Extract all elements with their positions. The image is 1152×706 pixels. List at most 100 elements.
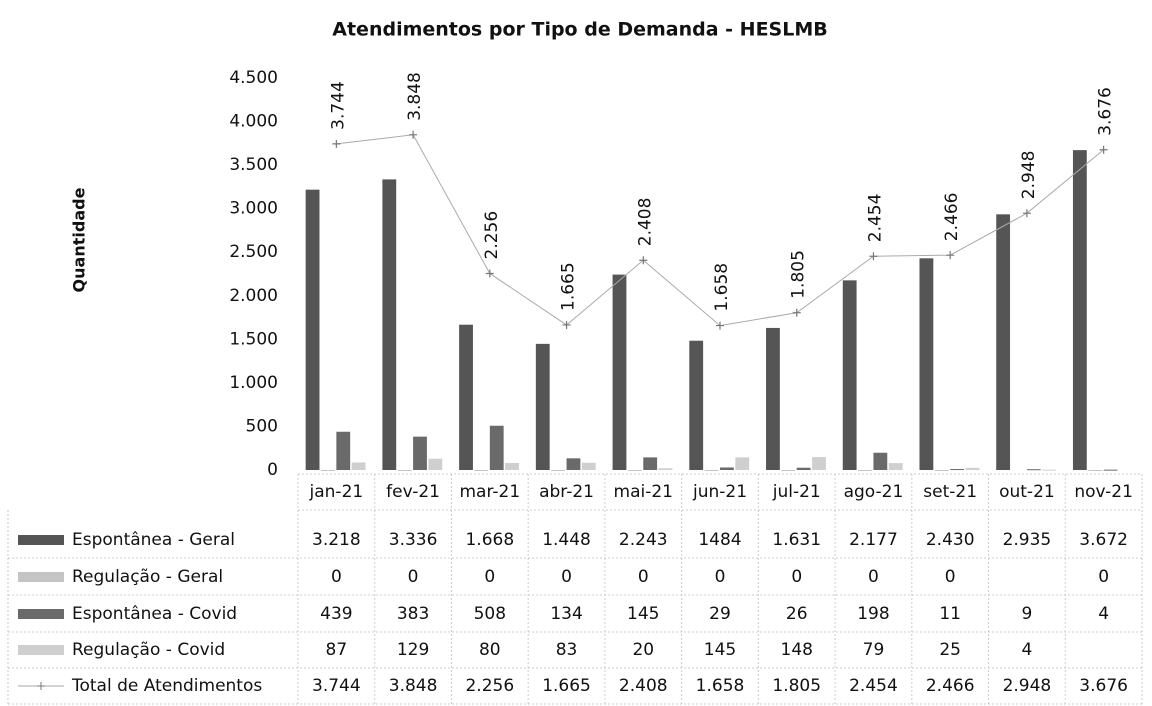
legend-swatch — [18, 645, 64, 655]
y-axis-label: Quantidade — [70, 187, 89, 292]
bar — [535, 343, 550, 470]
bar — [336, 431, 351, 470]
point-marker — [1099, 145, 1108, 154]
data-label: 1.658 — [712, 263, 732, 312]
bar — [459, 324, 473, 470]
x-tick-label: mar-21 — [459, 482, 520, 502]
bar — [489, 425, 504, 470]
legend-marker — [37, 682, 45, 690]
y-tick-label: 2.500 — [229, 242, 278, 262]
table-cell: 83 — [556, 640, 578, 660]
bar — [1042, 469, 1057, 471]
bar — [858, 470, 872, 471]
table-cell: 508 — [474, 604, 506, 624]
table-cell: 2.408 — [619, 676, 668, 696]
bar — [428, 458, 443, 470]
table-cell: 0 — [638, 567, 649, 587]
table-cell: 4 — [1021, 640, 1032, 660]
point-marker — [1022, 209, 1031, 218]
legend-label: Regulação - Covid — [72, 640, 225, 660]
x-tick-label: fev-21 — [386, 482, 440, 502]
table-cell: 4 — [1098, 604, 1109, 624]
point-marker — [716, 321, 724, 330]
table-cell: 145 — [704, 640, 736, 660]
point-marker — [639, 256, 648, 265]
table-cell: 148 — [781, 640, 813, 660]
table-cell: 2.177 — [849, 530, 898, 550]
y-tick-label: 1.000 — [229, 373, 278, 393]
x-tick-label: mai-21 — [614, 482, 673, 502]
bar — [720, 467, 734, 470]
bar — [413, 436, 427, 470]
bar — [842, 280, 857, 470]
chart-title: Atendimentos por Tipo de Demanda - HESLM… — [332, 19, 827, 41]
bar — [351, 462, 366, 470]
table-cell: 0 — [945, 567, 956, 587]
legend-label: Total de Atendimentos — [71, 676, 262, 696]
point-marker — [409, 130, 418, 139]
bar — [781, 470, 796, 471]
table-cell: 383 — [397, 604, 429, 624]
point-marker — [332, 139, 341, 148]
table-cell: 0 — [561, 567, 572, 587]
bar — [996, 214, 1011, 470]
table-cell: 3.218 — [312, 530, 361, 550]
table-cell: 2.454 — [849, 676, 898, 696]
table-cell: 3.848 — [389, 676, 438, 696]
table-cell: 2.935 — [1003, 530, 1052, 550]
legend-label: Espontânea - Geral — [72, 530, 235, 550]
table-cell: 26 — [786, 604, 808, 624]
table-cell: 134 — [550, 604, 582, 624]
bar — [888, 463, 903, 470]
bar — [689, 340, 704, 470]
bar — [934, 470, 949, 471]
x-tick-label: jul-21 — [772, 482, 821, 502]
point-marker — [792, 308, 801, 317]
bar — [566, 458, 581, 470]
x-tick-label: nov-21 — [1074, 482, 1133, 502]
table-cell: 1.668 — [465, 530, 514, 550]
y-tick-label: 1.500 — [229, 329, 278, 349]
legend-label: Espontânea - Covid — [72, 604, 237, 624]
data-label: 2.948 — [1019, 151, 1039, 200]
table-cell: 29 — [709, 604, 731, 624]
x-tick-label: out-21 — [999, 482, 1055, 502]
table-cell: 1.448 — [542, 530, 591, 550]
bar — [766, 327, 780, 470]
bar — [873, 452, 888, 470]
table-cell: 2.948 — [1003, 676, 1052, 696]
table-cell: 3.676 — [1079, 676, 1128, 696]
bar — [658, 468, 673, 470]
point-marker — [562, 320, 571, 329]
bar — [1026, 469, 1041, 471]
table-cell: 3.744 — [312, 676, 361, 696]
table-cell: 2.256 — [465, 676, 514, 696]
data-label: 2.466 — [942, 193, 962, 242]
table-cell: 11 — [939, 604, 961, 624]
x-tick-label: abr-21 — [539, 482, 594, 502]
y-tick-label: 3.500 — [229, 155, 278, 175]
bar — [627, 470, 642, 471]
bar — [305, 189, 320, 470]
bar — [382, 179, 397, 470]
table-cell: 80 — [479, 640, 501, 660]
table-cell: 3.672 — [1079, 530, 1128, 550]
table-cell: 145 — [627, 604, 659, 624]
bar — [551, 470, 566, 471]
y-tick-label: 500 — [246, 416, 278, 436]
point-marker — [946, 251, 955, 260]
table-cell: 0 — [408, 567, 419, 587]
data-label: 2.256 — [482, 211, 502, 260]
x-tick-label: jan-21 — [309, 482, 364, 502]
bar — [704, 470, 719, 471]
table-cell: 0 — [868, 567, 879, 587]
bar — [735, 457, 750, 470]
bar — [1103, 469, 1118, 471]
bar — [643, 457, 658, 470]
table-cell: 1.805 — [772, 676, 821, 696]
table-cell: 3.336 — [389, 530, 438, 550]
table-cell: 2.243 — [619, 530, 668, 550]
table-cell: 0 — [715, 567, 726, 587]
legend-swatch — [18, 609, 64, 619]
